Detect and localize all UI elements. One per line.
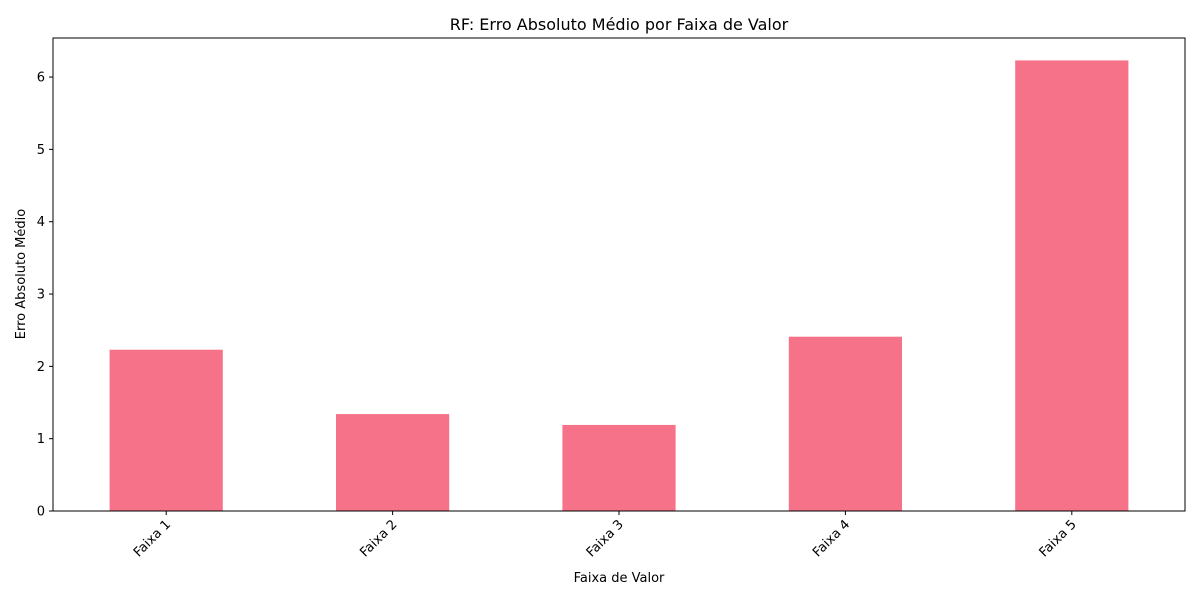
y-tick-label: 4 bbox=[37, 215, 45, 230]
chart-title: RF: Erro Absoluto Médio por Faixa de Val… bbox=[450, 15, 789, 34]
x-axis-label: Faixa de Valor bbox=[574, 571, 665, 586]
y-tick-label: 6 bbox=[37, 71, 45, 86]
y-tick-label: 3 bbox=[37, 288, 45, 303]
plot-area-frame bbox=[52, 37, 1186, 512]
bar-2 bbox=[336, 414, 450, 511]
y-axis-ticks: 0 1 2 3 4 5 6 bbox=[37, 71, 53, 520]
bar-5 bbox=[1015, 60, 1129, 511]
y-tick-label: 5 bbox=[37, 143, 45, 158]
bars-layer bbox=[109, 60, 1129, 511]
bar-1 bbox=[109, 349, 223, 511]
y-tick-label: 2 bbox=[37, 360, 45, 375]
bar-3 bbox=[562, 424, 676, 511]
bar-4 bbox=[788, 336, 902, 511]
y-tick-label: 0 bbox=[37, 505, 45, 520]
y-tick-label: 1 bbox=[37, 432, 45, 447]
y-axis-label: Erro Absoluto Médio bbox=[14, 209, 29, 339]
